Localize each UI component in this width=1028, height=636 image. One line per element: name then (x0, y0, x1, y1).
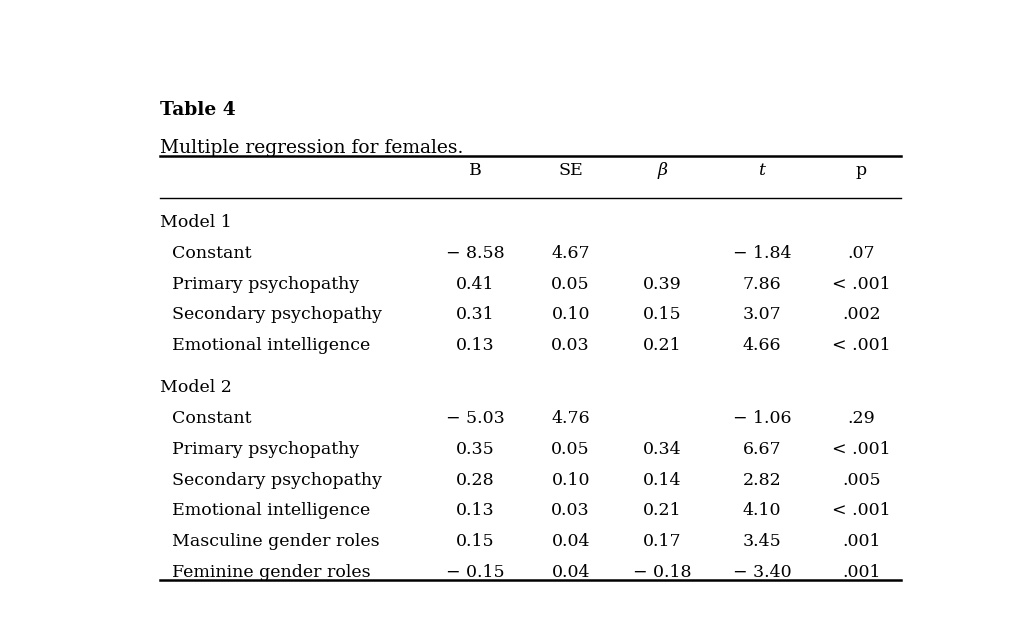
Text: p: p (856, 162, 867, 179)
Text: Secondary psychopathy: Secondary psychopathy (173, 471, 382, 488)
Text: 0.04: 0.04 (551, 533, 590, 550)
Text: 0.39: 0.39 (642, 275, 682, 293)
Text: 0.03: 0.03 (551, 502, 590, 520)
Text: Model 2: Model 2 (160, 379, 232, 396)
Text: 0.10: 0.10 (551, 471, 590, 488)
Text: − 0.18: − 0.18 (633, 564, 692, 581)
Text: 6.67: 6.67 (742, 441, 781, 458)
Text: SE: SE (558, 162, 583, 179)
Text: Constant: Constant (173, 245, 252, 262)
Text: Multiple regression for females.: Multiple regression for females. (160, 139, 464, 157)
Text: Masculine gender roles: Masculine gender roles (173, 533, 380, 550)
Text: Primary psychopathy: Primary psychopathy (173, 441, 360, 458)
Text: .002: .002 (842, 307, 881, 324)
Text: 2.82: 2.82 (742, 471, 781, 488)
Text: 4.66: 4.66 (742, 337, 781, 354)
Text: 4.10: 4.10 (742, 502, 781, 520)
Text: 0.17: 0.17 (642, 533, 682, 550)
Text: 4.76: 4.76 (551, 410, 590, 427)
Text: 0.13: 0.13 (455, 337, 494, 354)
Text: 0.10: 0.10 (551, 307, 590, 324)
Text: 0.04: 0.04 (551, 564, 590, 581)
Text: 0.21: 0.21 (642, 337, 682, 354)
Text: < .001: < .001 (832, 441, 891, 458)
Text: 0.35: 0.35 (455, 441, 494, 458)
Text: .001: .001 (842, 564, 881, 581)
Text: 0.05: 0.05 (551, 441, 590, 458)
Text: Model 1: Model 1 (160, 214, 232, 231)
Text: 0.15: 0.15 (455, 533, 494, 550)
Text: 7.86: 7.86 (742, 275, 781, 293)
Text: t: t (759, 162, 766, 179)
Text: 3.45: 3.45 (742, 533, 781, 550)
Text: Emotional intelligence: Emotional intelligence (173, 502, 370, 520)
Text: Secondary psychopathy: Secondary psychopathy (173, 307, 382, 324)
Text: − 0.15: − 0.15 (446, 564, 505, 581)
Text: B: B (469, 162, 481, 179)
Text: 3.07: 3.07 (742, 307, 781, 324)
Text: − 1.06: − 1.06 (733, 410, 792, 427)
Text: < .001: < .001 (832, 502, 891, 520)
Text: < .001: < .001 (832, 275, 891, 293)
Text: .001: .001 (842, 533, 881, 550)
Text: 0.21: 0.21 (642, 502, 682, 520)
Text: 0.14: 0.14 (644, 471, 682, 488)
Text: 0.13: 0.13 (455, 502, 494, 520)
Text: 0.03: 0.03 (551, 337, 590, 354)
Text: β: β (657, 162, 667, 179)
Text: Table 4: Table 4 (160, 100, 236, 119)
Text: − 8.58: − 8.58 (446, 245, 505, 262)
Text: Emotional intelligence: Emotional intelligence (173, 337, 370, 354)
Text: − 5.03: − 5.03 (446, 410, 505, 427)
Text: 0.31: 0.31 (455, 307, 494, 324)
Text: 0.34: 0.34 (642, 441, 682, 458)
Text: .005: .005 (842, 471, 881, 488)
Text: .29: .29 (848, 410, 875, 427)
Text: Constant: Constant (173, 410, 252, 427)
Text: 4.67: 4.67 (551, 245, 590, 262)
Text: − 1.84: − 1.84 (733, 245, 792, 262)
Text: 0.15: 0.15 (642, 307, 682, 324)
Text: .07: .07 (848, 245, 875, 262)
Text: 0.05: 0.05 (551, 275, 590, 293)
Text: − 3.40: − 3.40 (733, 564, 792, 581)
Text: Primary psychopathy: Primary psychopathy (173, 275, 360, 293)
Text: < .001: < .001 (832, 337, 891, 354)
Text: Feminine gender roles: Feminine gender roles (173, 564, 371, 581)
Text: 0.41: 0.41 (455, 275, 494, 293)
Text: 0.28: 0.28 (455, 471, 494, 488)
